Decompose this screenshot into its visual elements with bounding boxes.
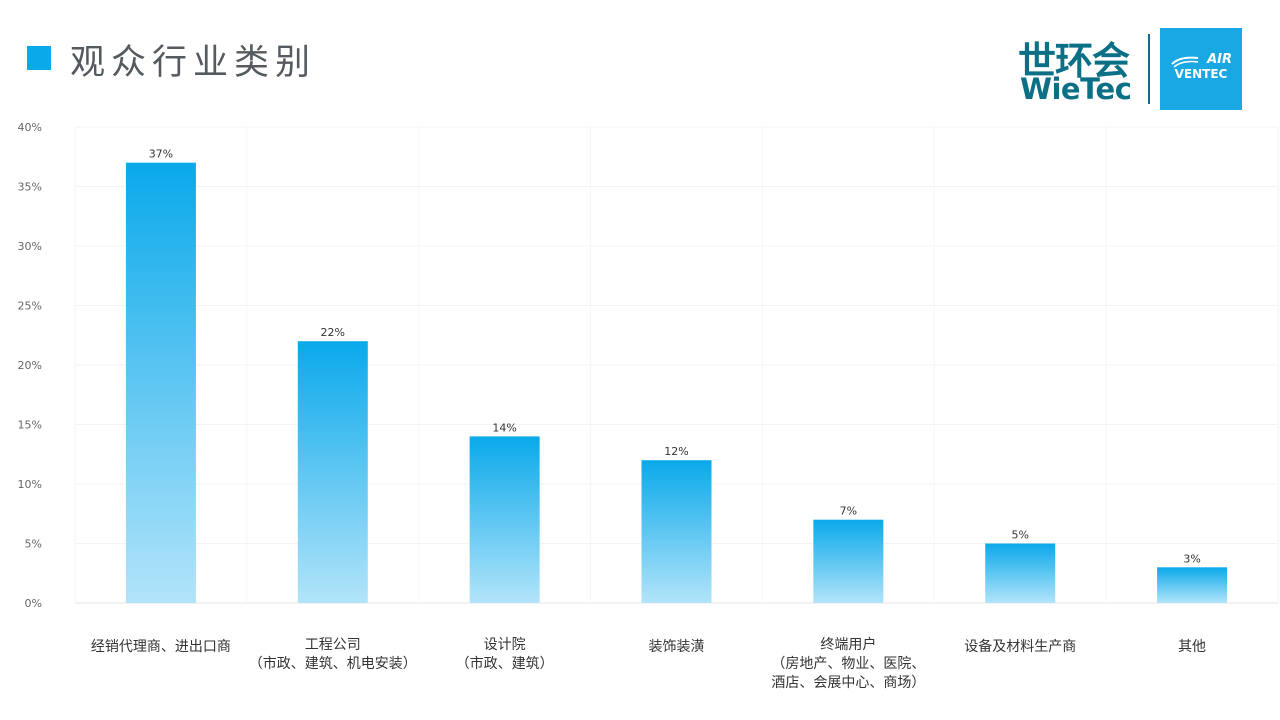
data-label: 14% xyxy=(492,421,516,434)
category-label: 终端用户 （房地产、物业、医院、 酒店、会展中心、商场） xyxy=(748,636,948,693)
y-tick-label: 40% xyxy=(18,121,42,134)
logo-en-text: WieTec xyxy=(1020,72,1132,106)
title-marker xyxy=(27,46,51,70)
category-label: 设计院 （市政、建筑） xyxy=(405,636,605,674)
data-label: 12% xyxy=(664,445,688,458)
y-tick-label: 20% xyxy=(18,359,42,372)
category-label-line: 其他 xyxy=(1178,639,1207,655)
category-label-line: （市政、建筑） xyxy=(455,656,554,672)
category-label-line: 设计院 xyxy=(483,637,526,653)
data-label: 5% xyxy=(1011,529,1028,542)
logo-cn-text: 世环会 xyxy=(1018,39,1130,83)
category-label: 设备及材料生产商 xyxy=(920,638,1120,657)
y-tick-label: 25% xyxy=(18,300,42,313)
category-label-line: 装饰装潢 xyxy=(648,639,705,655)
data-label: 22% xyxy=(321,326,345,339)
category-label: 经销代理商、进出口商 xyxy=(61,638,261,657)
y-tick-label: 10% xyxy=(18,478,42,491)
bar xyxy=(641,460,712,603)
category-label-line: （市政、建筑、机电安装） xyxy=(248,656,417,672)
logo-ventec-text: VENTEC xyxy=(1174,67,1228,81)
logo-divider xyxy=(1148,34,1150,104)
category-label: 装饰装潢 xyxy=(577,638,777,657)
bar xyxy=(125,162,196,603)
category-label-line: 终端用户 xyxy=(820,637,877,653)
data-label: 3% xyxy=(1183,552,1200,565)
y-tick-label: 35% xyxy=(18,181,42,194)
bar xyxy=(297,341,368,603)
data-label: 37% xyxy=(149,148,173,161)
y-tick-label: 5% xyxy=(25,538,42,551)
y-tick-label: 0% xyxy=(25,597,42,610)
y-tick-label: 30% xyxy=(18,240,42,253)
wave-icon xyxy=(1171,56,1199,68)
category-label-line: 设备及材料生产商 xyxy=(964,639,1077,655)
category-label: 工程公司 （市政、建筑、机电安装） xyxy=(233,636,433,674)
y-tick-label: 15% xyxy=(18,419,42,432)
category-label-line: 工程公司 xyxy=(304,637,361,653)
bar xyxy=(1157,567,1228,603)
bar xyxy=(813,519,884,603)
page-title: 观众行业类别 xyxy=(70,43,317,83)
bar xyxy=(985,543,1056,603)
category-label-line: 酒店、会展中心、商场） xyxy=(771,675,926,691)
bar xyxy=(469,436,540,603)
category-label-line: （房地产、物业、医院、 xyxy=(771,656,926,672)
logo-air-text: AIR xyxy=(1207,52,1232,67)
airventec-logo: AIR VENTEC xyxy=(1160,28,1242,110)
category-label: 其他 xyxy=(1092,638,1280,657)
category-label-line: 经销代理商、进出口商 xyxy=(90,639,231,655)
logo: 世环会 WieTec AIR VENTEC xyxy=(1018,28,1243,110)
data-label: 7% xyxy=(840,505,857,518)
